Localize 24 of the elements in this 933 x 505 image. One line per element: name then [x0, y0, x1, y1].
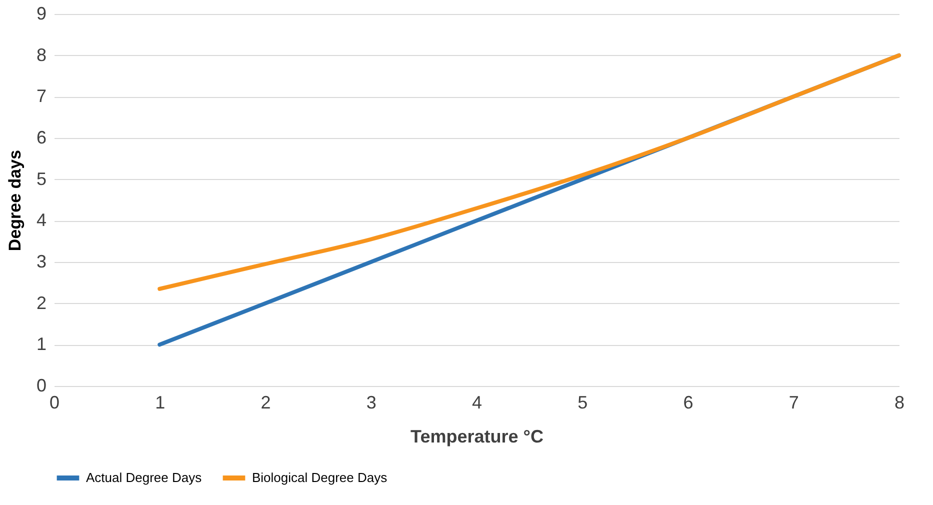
y-tick-label: 6: [36, 128, 46, 148]
y-tick-label: 2: [36, 292, 46, 313]
y-tick-label: 1: [36, 334, 46, 354]
line-series: [158, 53, 901, 291]
legend-label: Biological Degree Days: [252, 470, 388, 485]
x-tick-label: 5: [578, 392, 588, 412]
x-tick-label: 3: [366, 392, 376, 412]
x-tick-label: 7: [788, 392, 799, 412]
x-tick-label: 1: [155, 392, 166, 412]
y-tick-label: 8: [36, 44, 46, 65]
y-tick-label: 9: [36, 4, 46, 24]
y-axis-title: Degree days: [5, 150, 24, 252]
y-tick-label: 3: [36, 252, 46, 272]
y-tick-label: 7: [36, 86, 46, 106]
x-tick-label: 6: [683, 392, 694, 412]
y-tick-label: 4: [36, 210, 46, 230]
x-axis-title: Temperature °C: [410, 426, 544, 446]
x-tick-label: 2: [260, 392, 271, 412]
y-tick-label: 5: [36, 168, 46, 189]
x-tick-label: 0: [49, 392, 60, 412]
x-tick-label: 4: [472, 392, 482, 412]
legend-label: Actual Degree Days: [86, 470, 202, 485]
y-tick-label: 0: [36, 376, 46, 396]
x-tick-label: 8: [894, 392, 905, 412]
